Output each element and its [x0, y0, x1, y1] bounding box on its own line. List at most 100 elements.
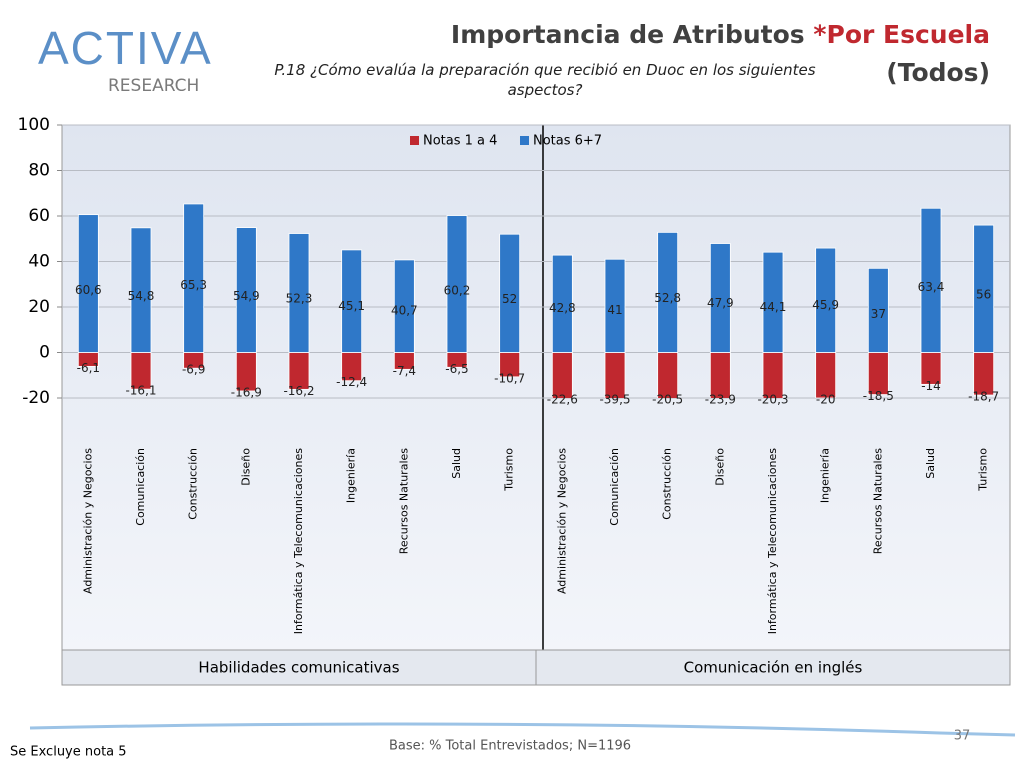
bars: [77, 203, 995, 398]
data-label: 44,1: [760, 300, 787, 314]
chart-title: Importancia de Atributos *Por Escuela: [451, 20, 990, 49]
data-label: -6,5: [445, 362, 468, 376]
bar: [657, 231, 679, 353]
data-label: -18,5: [863, 389, 894, 403]
x-tick-label: Comunicación: [134, 448, 147, 526]
data-label: -39,5: [599, 393, 630, 407]
bar: [183, 203, 205, 353]
x-tick-label: Construcción: [661, 448, 674, 520]
bar: [288, 233, 310, 353]
group-label: Comunicación en inglés: [684, 659, 863, 677]
legend-swatch: [520, 136, 529, 145]
group-box: [61, 649, 537, 686]
data-label: 42,8: [549, 301, 576, 315]
bar: [709, 243, 731, 353]
bar: [235, 227, 257, 353]
x-tick-label: Comunicación: [608, 448, 621, 526]
x-tick-label: Informática y Telecomunicaciones: [766, 448, 779, 635]
x-tick-label: Turismo: [977, 448, 990, 492]
data-label: -18,7: [968, 390, 999, 404]
bar: [446, 215, 468, 353]
data-label: 45,1: [338, 299, 365, 313]
bar: [551, 254, 573, 353]
data-label: 60,6: [75, 283, 102, 297]
data-label: 54,8: [128, 289, 155, 303]
subtitle: P.18 ¿Cómo evalúa la preparación que rec…: [274, 61, 816, 99]
x-tick-label: Administración y Negocios: [81, 448, 94, 594]
data-label: -14: [921, 379, 941, 393]
data-label: -22,6: [547, 393, 578, 407]
footer-swoosh: [29, 722, 1016, 737]
data-label: 63,4: [918, 280, 945, 294]
data-label: -23,9: [705, 393, 736, 407]
data-label: 45,9: [812, 298, 839, 312]
x-tick-label: Administración y Negocios: [555, 448, 568, 594]
legend-swatch: [410, 136, 419, 145]
bar: [393, 259, 415, 353]
group-box: [535, 649, 1011, 686]
legend-label: Notas 6+7: [533, 134, 602, 149]
data-label: 65,3: [180, 278, 207, 292]
logo-tagline: RESEARCH: [108, 76, 199, 96]
x-tick-label: Ingeniería: [345, 448, 358, 503]
group-label: Habilidades comunicativas: [198, 659, 399, 677]
data-label: -16,2: [283, 384, 314, 398]
y-tick-label: 80: [28, 161, 50, 181]
data-label: 47,9: [707, 296, 734, 310]
bar: [130, 227, 152, 353]
footer-note: Se Excluye nota 5: [10, 745, 127, 760]
legend-label: Notas 1 a 4: [423, 134, 497, 149]
x-tick-label: Recursos Naturales: [871, 448, 884, 554]
data-label: -20: [816, 393, 836, 407]
bar: [499, 233, 521, 353]
data-label: 60,2: [444, 283, 471, 297]
data-label: -20,5: [652, 393, 683, 407]
data-label: 41: [607, 303, 622, 317]
data-label: -6,9: [182, 363, 205, 377]
data-label: 54,9: [233, 289, 260, 303]
y-tick-label: 20: [28, 297, 50, 317]
logo-name: ACTIVA: [38, 22, 213, 74]
data-label: -20,3: [757, 393, 788, 407]
plot-area: [61, 124, 1011, 651]
data-label: -6,1: [77, 361, 100, 375]
data-label: 52: [502, 292, 517, 306]
data-label: 40,7: [391, 303, 418, 317]
data-label: -7,4: [393, 364, 416, 378]
bar: [604, 258, 626, 353]
x-tick-label: Ingeniería: [819, 448, 832, 503]
x-tick-label: Turismo: [503, 448, 516, 492]
x-tick-label: Construcción: [187, 448, 200, 520]
x-tick-label: Diseño: [713, 448, 726, 486]
bar: [762, 251, 784, 353]
data-label: 52,8: [654, 291, 681, 305]
bar: [867, 267, 889, 353]
subtitle-box: P.18 ¿Cómo evalúa la preparación que rec…: [274, 61, 816, 99]
x-tick-label: Diseño: [239, 448, 252, 486]
bar: [341, 249, 363, 353]
x-tick-label: Informática y Telecomunicaciones: [292, 448, 305, 635]
plot: -20 0 20 40 60 80 100 Habilidades comunicativas…: [18, 115, 1011, 686]
data-label: -12,4: [336, 375, 367, 389]
bar: [973, 224, 995, 353]
bar: [77, 214, 99, 353]
title-main: Importancia de Atributos: [451, 20, 805, 49]
title-suffix: (Todos): [886, 58, 990, 87]
page-number: 37: [954, 729, 971, 744]
y-tick-label: 60: [28, 206, 50, 226]
y-tick-label: 100: [18, 115, 50, 135]
data-label: -16,9: [231, 385, 262, 399]
y-tick-label: 40: [28, 252, 50, 272]
footer-base: Base: % Total Entrevistados; N=1196: [389, 739, 631, 754]
data-label: -10,7: [494, 371, 525, 385]
data-label: 52,3: [286, 291, 313, 305]
y-tick-label: 0: [39, 343, 50, 363]
bar: [815, 352, 837, 398]
x-tick-label: Salud: [450, 448, 463, 479]
x-tick-label: Recursos Naturales: [397, 448, 410, 554]
data-label: 37: [871, 307, 886, 321]
data-label: -16,1: [125, 384, 156, 398]
x-tick-label: Salud: [924, 448, 937, 479]
bar: [920, 207, 942, 353]
